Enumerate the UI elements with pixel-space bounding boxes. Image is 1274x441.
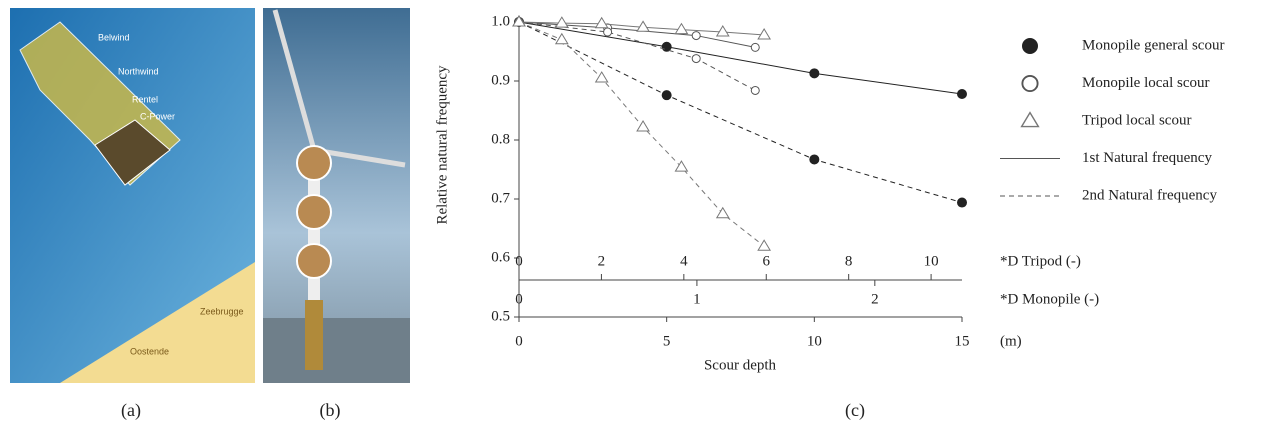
y-tick-label: 0.6: [491, 249, 510, 265]
point: [809, 68, 820, 79]
x2-tick-label: 0: [515, 253, 523, 269]
point: [661, 41, 672, 52]
legend-label: Tripod local scour: [1082, 112, 1191, 128]
point: [957, 197, 967, 208]
y-tick-label: 0.8: [491, 131, 510, 147]
place-label: Rentel: [132, 94, 158, 104]
point: [757, 239, 772, 251]
place-label: Northwind: [118, 66, 159, 76]
x3-tick-label: 1: [693, 291, 701, 307]
y-tick-label: 0.9: [491, 72, 510, 88]
x-axis-title: Scour depth: [704, 357, 777, 373]
point: [691, 31, 701, 41]
y-tick-label: 1.0: [491, 13, 510, 29]
place-label: Zeebrugge: [200, 306, 244, 316]
x2-tick-label: 8: [845, 253, 853, 269]
axis-title: *D Monopile (-): [1000, 291, 1099, 307]
y-tick-label: 0.7: [491, 190, 510, 206]
point: [957, 88, 967, 99]
point: [757, 28, 772, 40]
legend-label: 1st Natural frequency: [1082, 150, 1212, 166]
blade: [313, 147, 406, 168]
point: [636, 20, 650, 32]
series-line: [518, 21, 756, 91]
series-line: [518, 21, 765, 247]
point: [809, 154, 820, 165]
point: [750, 85, 760, 95]
coast: [60, 262, 255, 383]
point: [674, 160, 689, 172]
point: [715, 25, 730, 37]
legend-label: Monopile general scour: [1082, 37, 1224, 53]
sensor: [296, 145, 332, 181]
legend-label: Monopile local scour: [1082, 75, 1209, 91]
axis-unit: (m): [1000, 333, 1022, 349]
y-axis-title: Relative natural frequency: [434, 65, 450, 225]
legend-marker: [1021, 74, 1039, 93]
water: [263, 318, 410, 383]
foundation: [305, 300, 323, 370]
point: [554, 32, 569, 45]
place-label: Oostende: [130, 346, 169, 356]
sensor: [296, 194, 332, 230]
x3-tick-label: 0: [515, 291, 523, 307]
panel-label: (c): [845, 400, 865, 421]
x-tick-label: 15: [955, 333, 970, 349]
point: [594, 71, 609, 83]
panel-label: (b): [320, 400, 341, 421]
zone: [94, 119, 171, 186]
point: [512, 15, 526, 27]
point: [594, 16, 609, 29]
x2-tick-label: 2: [598, 253, 606, 269]
x2-tick-label: 6: [763, 253, 771, 269]
point: [636, 120, 650, 132]
point: [554, 16, 569, 28]
place-label: Belwind: [98, 32, 130, 42]
y-tick-label: 0.5: [491, 308, 510, 324]
legend-marker: [1022, 38, 1039, 55]
point: [691, 54, 701, 64]
x2-tick-label: 4: [680, 253, 688, 269]
x-tick-label: 0: [515, 333, 523, 349]
blade: [272, 9, 317, 151]
axis-title: *D Tripod (-): [1000, 253, 1081, 269]
point: [750, 42, 760, 52]
point: [715, 206, 730, 219]
panel-label: (a): [121, 400, 141, 421]
map-panel: Belwind Northwind Rentel C-Power Zeebrug…: [10, 8, 255, 383]
place-label: C-Power: [140, 111, 175, 121]
point: [603, 27, 613, 37]
series-line: [518, 21, 963, 204]
x-tick-label: 10: [807, 333, 822, 349]
point: [674, 22, 689, 35]
sensor: [296, 243, 332, 279]
point: [661, 90, 672, 101]
photo-panel: [263, 8, 410, 383]
x2-tick-label: 10: [924, 253, 939, 269]
legend-label: 2nd Natural frequency: [1082, 187, 1217, 203]
series-line: [518, 21, 963, 95]
x-tick-label: 5: [663, 333, 671, 349]
legend-marker: [1020, 111, 1040, 128]
x3-tick-label: 2: [871, 291, 879, 307]
